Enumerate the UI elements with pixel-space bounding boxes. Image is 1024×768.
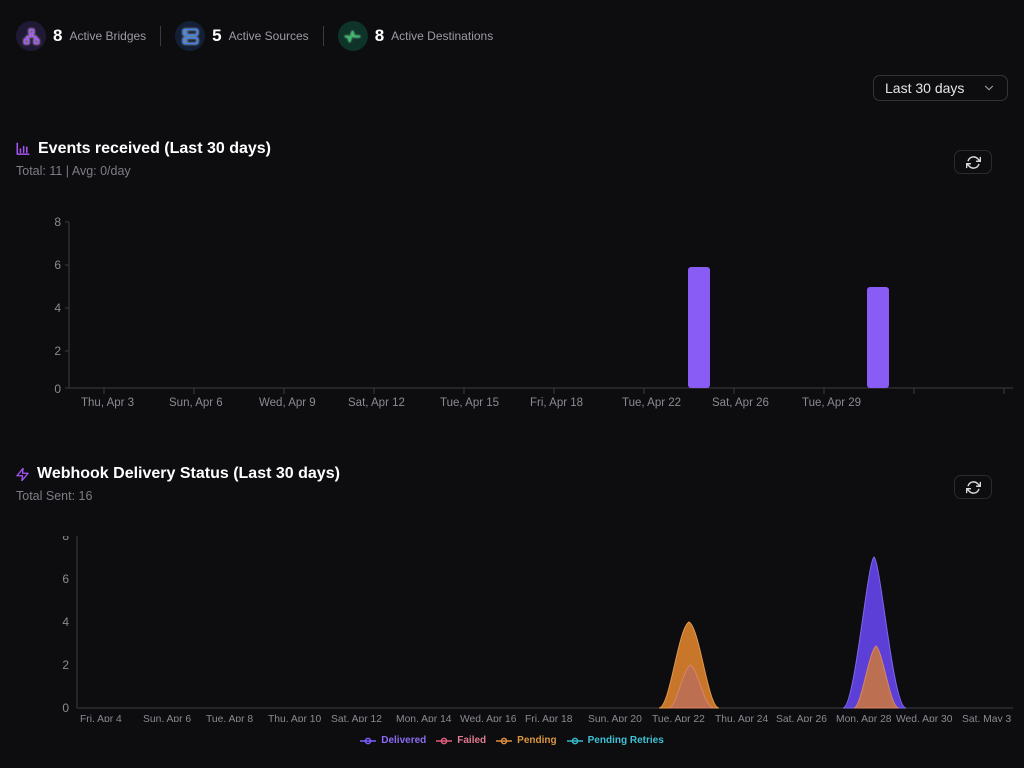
svg-text:4: 4: [54, 301, 61, 315]
svg-text:Wed, Apr 30: Wed, Apr 30: [896, 714, 953, 722]
svg-text:Sat, May 3: Sat, May 3: [962, 714, 1011, 722]
svg-text:Tue, Apr 22: Tue, Apr 22: [622, 397, 681, 409]
svg-text:6: 6: [62, 572, 69, 586]
svg-text:Mon, Apr 28: Mon, Apr 28: [836, 714, 892, 722]
svg-text:Wed, Apr 16: Wed, Apr 16: [460, 714, 517, 722]
svg-text:Mon, Apr 14: Mon, Apr 14: [396, 714, 452, 722]
svg-text:Tue, Apr 15: Tue, Apr 15: [440, 397, 499, 409]
svg-text:Sat, Apr 26: Sat, Apr 26: [776, 714, 827, 722]
svg-text:Tue, Apr 8: Tue, Apr 8: [206, 714, 253, 722]
svg-text:Fri, Apr 18: Fri, Apr 18: [530, 397, 583, 409]
svg-text:Sat, Apr 12: Sat, Apr 12: [348, 397, 405, 409]
svg-text:Thu, Apr 3: Thu, Apr 3: [81, 397, 134, 409]
svg-text:Sat, Apr 26: Sat, Apr 26: [712, 397, 769, 409]
svg-text:4: 4: [62, 615, 69, 629]
svg-text:Sun, Apr 20: Sun, Apr 20: [588, 714, 642, 722]
svg-text:Thu, Apr 10: Thu, Apr 10: [268, 714, 322, 722]
svg-text:Fri, Apr 4: Fri, Apr 4: [80, 714, 122, 722]
svg-text:0: 0: [62, 701, 69, 715]
svg-text:8: 8: [54, 216, 61, 229]
svg-text:Thu, Apr 24: Thu, Apr 24: [715, 714, 769, 722]
svg-text:Wed, Apr 9: Wed, Apr 9: [259, 397, 316, 409]
svg-text:Sat, Apr 12: Sat, Apr 12: [331, 714, 382, 722]
svg-text:Fri, Apr 18: Fri, Apr 18: [525, 714, 573, 722]
svg-text:Tue, Apr 22: Tue, Apr 22: [652, 714, 705, 722]
svg-text:6: 6: [54, 258, 61, 272]
svg-text:2: 2: [62, 658, 69, 672]
svg-text:Sun, Apr 6: Sun, Apr 6: [169, 397, 223, 409]
svg-text:8: 8: [62, 536, 69, 543]
svg-text:2: 2: [54, 344, 61, 358]
svg-text:Tue, Apr 29: Tue, Apr 29: [802, 397, 861, 409]
svg-text:Sun, Apr 6: Sun, Apr 6: [143, 714, 191, 722]
svg-text:0: 0: [54, 382, 61, 396]
